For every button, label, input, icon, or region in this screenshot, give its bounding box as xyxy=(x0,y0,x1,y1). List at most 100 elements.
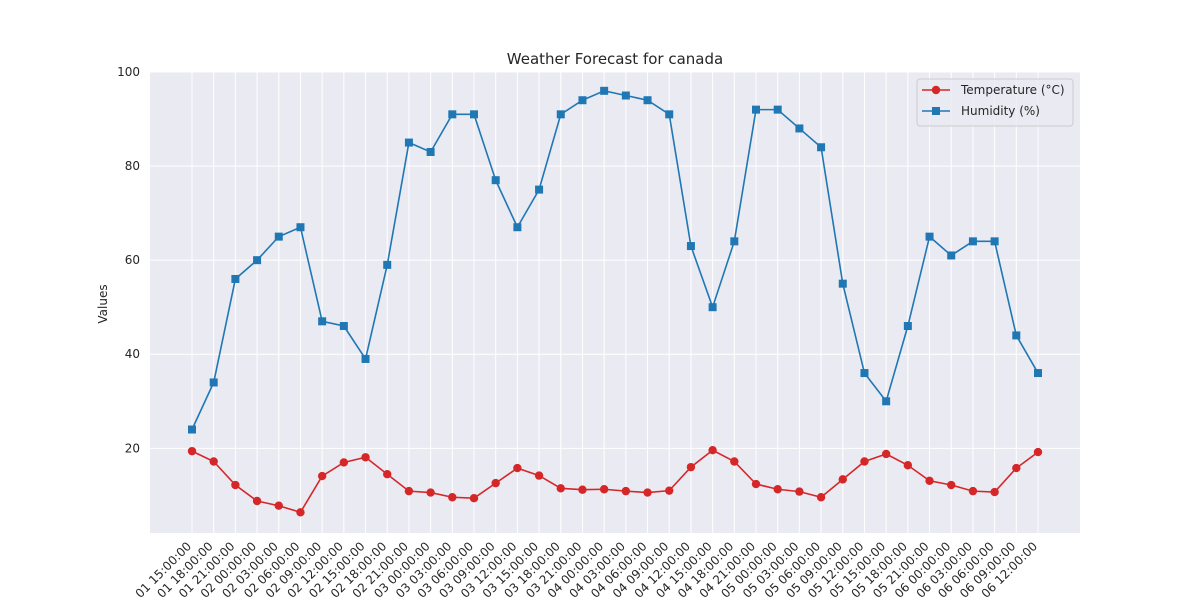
temperature-point xyxy=(881,449,891,459)
humidity-point xyxy=(470,110,478,119)
humidity-point xyxy=(513,223,522,232)
humidity-point xyxy=(253,256,262,265)
humidity-point xyxy=(556,110,565,119)
temperature-point xyxy=(448,493,457,502)
legend-label: Temperature (°C) xyxy=(960,83,1065,97)
humidity-point xyxy=(968,237,977,246)
temperature-point xyxy=(252,496,262,506)
humidity-point xyxy=(730,237,739,246)
humidity-point xyxy=(621,91,630,100)
temperature-point xyxy=(860,457,869,466)
temperature-point xyxy=(274,501,283,510)
plot-background xyxy=(150,72,1080,533)
chart-title: Weather Forecast for canada xyxy=(507,50,723,68)
temperature-point xyxy=(469,493,479,503)
legend-marker-square xyxy=(932,107,940,115)
y-tick-label: 20 xyxy=(125,441,140,455)
series-line-temperature xyxy=(191,449,1039,514)
temperature-point xyxy=(383,469,392,479)
temperature-point xyxy=(1012,463,1021,473)
humidity-point xyxy=(339,322,348,331)
humidity-point xyxy=(708,303,717,312)
humidity-point xyxy=(838,279,847,288)
humidity-point xyxy=(361,354,370,363)
temperature-point xyxy=(578,485,587,494)
humidity-point xyxy=(752,105,760,114)
humidity-point xyxy=(448,110,457,119)
temperature-point xyxy=(751,479,761,489)
humidity-point xyxy=(860,369,869,378)
temperature-point xyxy=(903,461,913,470)
humidity-point xyxy=(686,242,695,251)
temperature-point xyxy=(556,484,565,493)
series-layer xyxy=(187,86,1043,517)
temperature-point xyxy=(404,486,414,496)
temperature-point xyxy=(947,480,956,490)
temperature-point xyxy=(968,486,978,496)
humidity-point xyxy=(383,260,392,269)
temperature-point xyxy=(599,485,609,494)
temperature-point xyxy=(296,508,305,517)
humidity-point xyxy=(903,322,912,331)
humidity-point xyxy=(296,223,305,232)
legend-marker-circle xyxy=(931,85,941,95)
humidity-point xyxy=(795,124,804,133)
humidity-point xyxy=(188,425,196,434)
humidity-point xyxy=(817,143,826,152)
humidity-point xyxy=(274,232,283,241)
temperature-point xyxy=(621,486,631,496)
temperature-point xyxy=(231,480,240,490)
legend-label: Humidity (%) xyxy=(961,104,1040,118)
humidity-point xyxy=(882,397,891,406)
series-line-humidity xyxy=(191,89,1039,430)
humidity-point xyxy=(643,96,652,105)
temperature-point xyxy=(209,457,218,466)
temperature-point xyxy=(773,485,782,494)
temperature-point xyxy=(1033,447,1043,457)
legend: Temperature (°C) Humidity (%) xyxy=(916,78,1074,127)
humidity-point xyxy=(665,110,674,119)
humidity-point xyxy=(947,251,956,260)
temperature-point xyxy=(795,487,804,496)
temperature-point xyxy=(534,471,544,480)
humidity-point xyxy=(209,378,218,387)
y-tick-label: 40 xyxy=(125,347,140,361)
temperature-point xyxy=(665,486,674,495)
temperature-point xyxy=(816,493,826,502)
humidity-point xyxy=(404,138,413,147)
y-tick-label: 60 xyxy=(125,253,140,267)
y-tick-label: 80 xyxy=(125,159,140,173)
y-tick-label: 100 xyxy=(117,65,140,79)
temperature-point xyxy=(187,446,197,456)
temperature-point xyxy=(361,453,370,462)
temperature-point xyxy=(317,471,327,481)
y-tick-labels: 20 40 60 80 100 xyxy=(117,65,140,455)
temperature-point xyxy=(339,458,349,467)
legend-box xyxy=(916,78,1074,127)
humidity-point xyxy=(1034,369,1042,378)
humidity-point xyxy=(925,232,934,241)
humidity-point xyxy=(578,96,587,105)
temperature-point xyxy=(708,446,717,455)
temperature-point xyxy=(643,488,652,497)
humidity-point xyxy=(426,147,435,156)
temperature-point xyxy=(426,488,435,497)
temperature-point xyxy=(990,487,999,497)
humidity-point xyxy=(491,176,500,185)
temperature-point xyxy=(491,478,500,488)
humidity-point xyxy=(773,105,782,114)
humidity-point xyxy=(231,274,240,283)
humidity-point xyxy=(318,317,327,326)
temperature-point xyxy=(513,463,522,473)
temperature-point xyxy=(925,476,934,485)
humidity-point xyxy=(600,86,609,95)
temperature-point xyxy=(686,462,696,472)
humidity-point xyxy=(1012,331,1021,340)
temperature-point xyxy=(838,475,847,484)
humidity-point xyxy=(535,185,544,194)
humidity-point xyxy=(990,237,999,246)
temperature-point xyxy=(730,457,739,466)
y-axis-label: Values xyxy=(96,284,110,323)
